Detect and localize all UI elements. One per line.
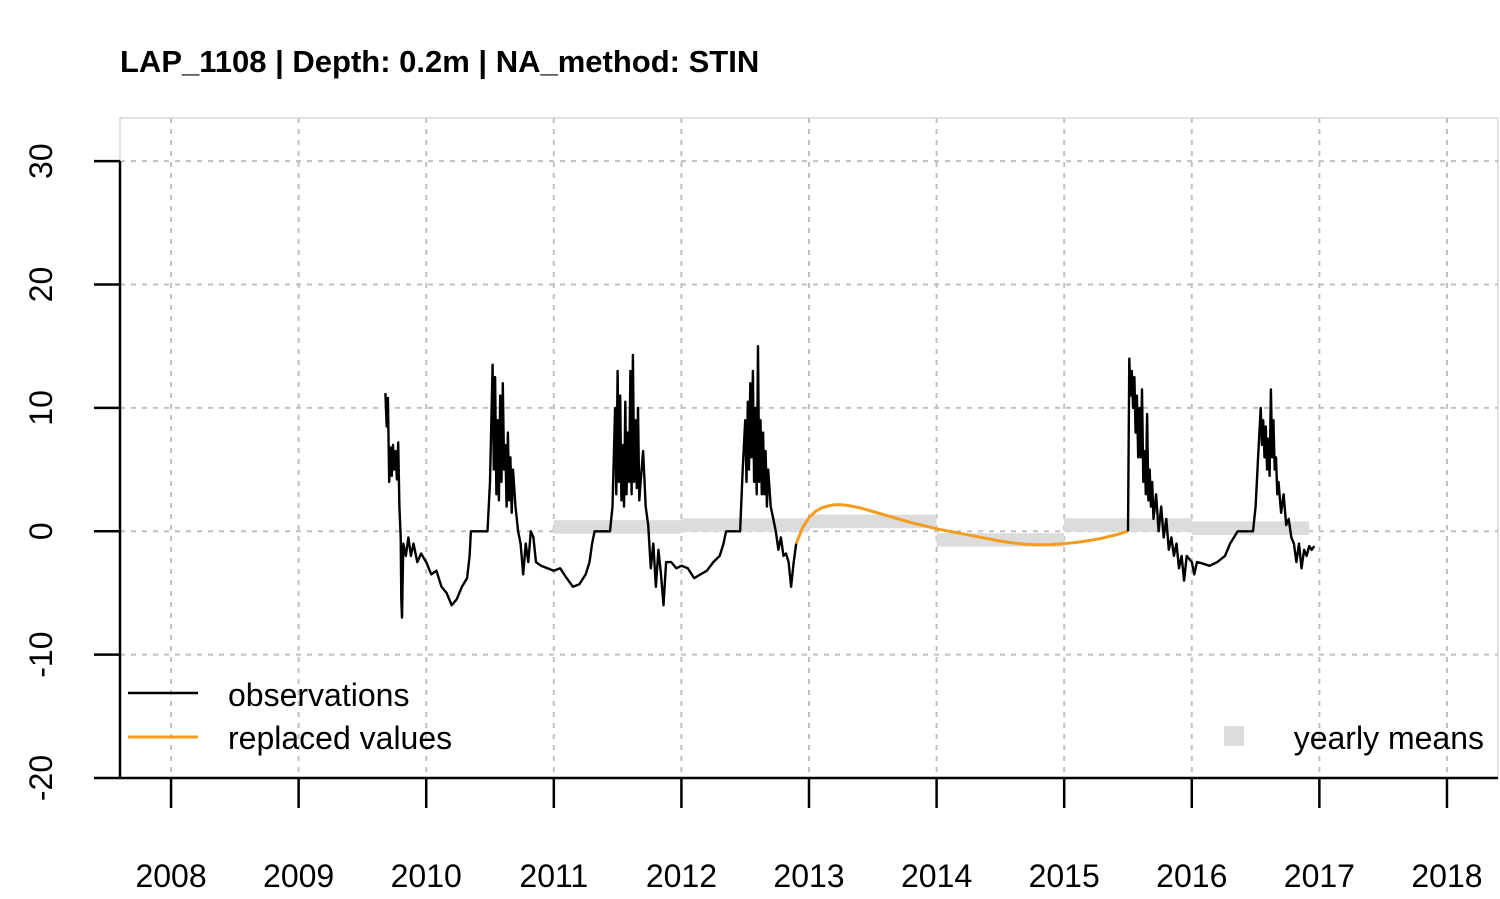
observations-layer bbox=[384, 345, 1316, 619]
yearly-mean-bar bbox=[553, 520, 682, 534]
legend-replaced-label: replaced values bbox=[228, 720, 452, 756]
y-tick-label: 0 bbox=[23, 522, 59, 540]
x-tick-label: 2016 bbox=[1156, 858, 1227, 894]
legend-yearly-means-label: yearly means bbox=[1294, 720, 1484, 756]
axes: -20 -10 0 10 20 30 2008 2009 2010 2011 2012 2013 201… bbox=[23, 143, 1498, 894]
legend-observations-label: observations bbox=[228, 677, 409, 713]
y-tick-label: 30 bbox=[23, 143, 59, 179]
yearly-mean-bar bbox=[809, 514, 937, 529]
x-tick-label: 2011 bbox=[519, 858, 588, 894]
observations-line bbox=[384, 345, 798, 619]
yearly-mean-bar bbox=[1191, 521, 1310, 535]
x-tick-label: 2013 bbox=[773, 858, 844, 894]
y-tick-label: 10 bbox=[23, 390, 59, 426]
yearly-mean-bar bbox=[681, 518, 809, 532]
legend: observations replaced values yearly means bbox=[128, 677, 1484, 756]
legend-yearly-means-swatch bbox=[1224, 726, 1244, 746]
y-tick-label: -10 bbox=[23, 632, 59, 678]
yearly-means-layer bbox=[553, 514, 1310, 547]
replaced-values-layer bbox=[794, 503, 1129, 547]
y-tick-label: -20 bbox=[23, 755, 59, 801]
x-tick-label: 2012 bbox=[646, 858, 717, 894]
x-tick-label: 2010 bbox=[391, 858, 462, 894]
x-tick-label: 2008 bbox=[135, 858, 206, 894]
x-tick-label: 2018 bbox=[1411, 858, 1482, 894]
x-tick-label: 2015 bbox=[1029, 858, 1100, 894]
y-tick-label: 20 bbox=[23, 267, 59, 303]
x-tick-label: 2009 bbox=[263, 858, 334, 894]
x-tick-label: 2017 bbox=[1284, 858, 1355, 894]
replaced-values-line bbox=[794, 503, 1129, 547]
chart-title: LAP_1108 | Depth: 0.2m | NA_method: STIN bbox=[120, 44, 759, 79]
observations-line bbox=[1126, 357, 1316, 582]
x-tick-label: 2014 bbox=[901, 858, 972, 894]
